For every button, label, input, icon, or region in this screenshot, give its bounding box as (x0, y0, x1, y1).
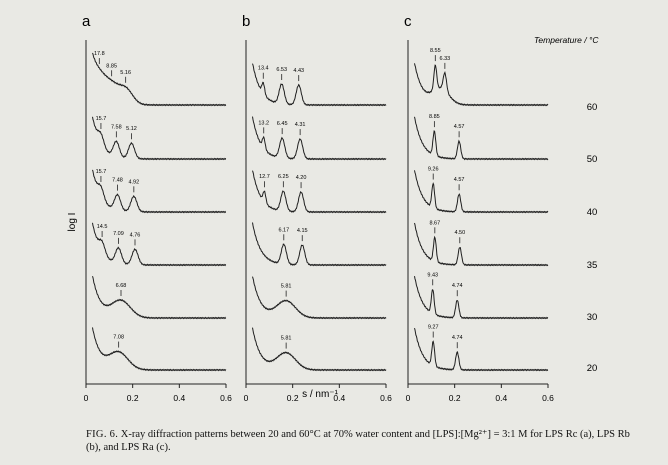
peak-label: 4.50 (454, 230, 465, 236)
trace-35 (252, 222, 387, 267)
peak-label: 4.92 (128, 179, 139, 185)
peak-label: 5.81 (281, 336, 292, 342)
peak-label: 7.58 (111, 124, 122, 130)
trace-35 (92, 222, 227, 267)
trace-20 (92, 327, 227, 372)
x-tick-label: 0 (406, 393, 411, 403)
temperature-label: 60 (587, 102, 598, 113)
peak-label: 8.55 (430, 48, 441, 54)
peak-label: 12.7 (259, 174, 270, 180)
peak-label: 5.16 (120, 70, 131, 76)
temperature-label: 50 (587, 154, 598, 165)
x-tick-label: 0.4 (495, 393, 507, 403)
peak-label: 5.81 (281, 284, 292, 290)
peak-label: 9.43 (427, 272, 438, 278)
peak-label: 4.31 (295, 122, 306, 128)
trace-40 (92, 169, 226, 214)
panel-label: a (82, 13, 91, 30)
trace-40 (414, 170, 549, 214)
peak-label: 4.74 (452, 283, 463, 289)
x-tick-label: 0.4 (333, 393, 345, 403)
trace-50 (92, 116, 227, 161)
peak-label: 9.26 (428, 167, 439, 173)
peak-label: 13.4 (258, 66, 269, 72)
trace-30 (414, 276, 549, 320)
trace-30 (92, 276, 227, 320)
peak-label: 14.5 (97, 224, 108, 230)
peak-label: 4.15 (297, 228, 308, 234)
peak-label: 4.20 (296, 175, 307, 181)
x-tick-label: 0.2 (449, 393, 461, 403)
trace-60 (414, 63, 549, 107)
x-axis: 0 0.2 0.4 0.6 0 0.2 0.4 0.6 0 0.2 0.4 0.6 (84, 383, 554, 403)
trace-60 (252, 63, 387, 107)
peak-label: 6.25 (278, 174, 289, 180)
peak-label: 4.76 (130, 232, 141, 238)
x-tick-label: 0.6 (220, 393, 232, 403)
peak-label: 6.45 (277, 121, 288, 127)
x-tick-label: 0.6 (380, 393, 392, 403)
peak-label: 6.68 (116, 283, 127, 289)
panel-b: b 13.4 6.53 4.43 13.2 6.45 4.31 12.7 6.25 4.20 6.1… (242, 13, 387, 384)
x-tick-label: 0.2 (127, 393, 139, 403)
panel-a: a 17.88.855.16 15.7 7.58 5.12 15.7 7.48 4.92 14.… (82, 13, 227, 384)
x-tick-label: 0.6 (542, 393, 554, 403)
peak-label: 8.85 (106, 63, 117, 69)
x-tick-label: 0 (244, 393, 249, 403)
trace-40 (252, 170, 387, 214)
caption-label: FIG. 6. (86, 429, 119, 440)
peak-label: 4.43 (293, 68, 304, 74)
panel-label: c (404, 13, 412, 30)
figure-caption: FIG. 6. X-ray diffraction patterns betwe… (86, 428, 646, 454)
peak-label: 4.57 (454, 177, 465, 183)
peak-label: 8.67 (429, 220, 440, 226)
x-axis-label: s / nm⁻¹ (302, 389, 339, 400)
peak-label: 7.48 (112, 178, 123, 184)
peak-label: 6.33 (440, 56, 451, 62)
trace-50 (252, 116, 387, 161)
peak-label: 4.57 (454, 124, 465, 130)
temperature-label: 20 (587, 363, 598, 374)
trace-20 (414, 327, 549, 372)
panel-c: c 8.55 6.33 8.85 4.57 9.26 4.57 8.67 4.50 9.43 4.7… (404, 13, 549, 384)
peak-label: 5.12 (126, 126, 137, 132)
y-axis-label: log I (67, 213, 78, 232)
x-tick-label: 0 (84, 393, 89, 403)
temperature-labels: 60 50 40 35 30 20 (587, 102, 598, 374)
trace-50 (414, 116, 549, 161)
peak-label: 7.09 (113, 231, 124, 237)
temperature-label: 40 (587, 207, 598, 218)
panel-label: b (242, 13, 250, 30)
x-tick-label: 0.2 (287, 393, 299, 403)
peak-label: 15.7 (96, 169, 107, 175)
peak-label: 9.27 (428, 325, 439, 331)
trace-30 (252, 276, 387, 320)
peak-label: 4.74 (452, 335, 463, 341)
trace-35 (414, 222, 549, 267)
peak-label: 15.7 (96, 116, 107, 122)
trace-60 (92, 52, 227, 107)
temperature-label: 35 (587, 260, 598, 271)
peak-label: 7.08 (113, 335, 124, 341)
peak-label: 6.53 (276, 67, 287, 73)
caption-text: X-ray diffraction patterns between 20 an… (86, 429, 630, 453)
peak-label: 8.85 (429, 114, 440, 120)
peak-label: 13.2 (258, 120, 269, 126)
trace-20 (252, 327, 387, 372)
temperature-label: 30 (587, 312, 598, 323)
x-tick-label: 0.4 (173, 393, 185, 403)
peak-label: 6.17 (278, 227, 289, 233)
peak-label: 17.8 (94, 51, 105, 57)
temperature-column-title: Temperature / °C (534, 35, 599, 45)
